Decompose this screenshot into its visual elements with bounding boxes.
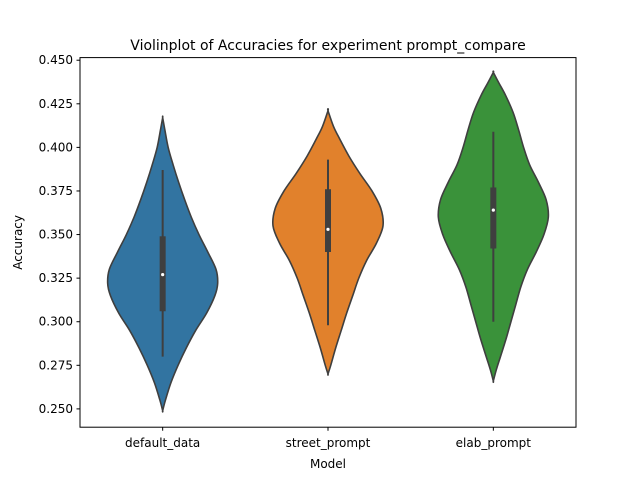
chart-title: Violinplot of Accuracies for experiment … (130, 38, 525, 54)
violin-median-point (326, 227, 330, 231)
plot-frame (79, 57, 577, 428)
y-tick-label: 0.275 (39, 358, 73, 372)
y-tick-label: 0.350 (39, 228, 73, 242)
x-axis-title: Model (310, 457, 346, 471)
y-tick-label: 0.325 (39, 271, 73, 285)
y-axis-title: Accuracy (11, 215, 25, 270)
x-tick-label: street_prompt (286, 436, 371, 450)
y-tick-label: 0.450 (39, 53, 73, 67)
x-tick-label: default_data (125, 436, 200, 450)
violins-group (106, 70, 550, 413)
y-axis: 0.250 0.275 0.300 0.325 0.350 0.375 0.400 0.425… (39, 53, 80, 416)
y-tick-label: 0.425 (39, 97, 73, 111)
violin-median-point (161, 273, 165, 277)
y-tick-label: 0.250 (39, 402, 73, 416)
y-tick-label: 0.375 (39, 184, 73, 198)
x-tick-label: elab_prompt (456, 436, 532, 450)
y-tick-label: 0.300 (39, 315, 73, 329)
violin-iqr-box (325, 189, 331, 252)
violin-iqr-box (490, 187, 497, 249)
x-axis: default_data street_prompt elab_prompt (125, 427, 531, 450)
violin-median-point (491, 208, 495, 212)
y-tick-label: 0.400 (39, 140, 73, 154)
